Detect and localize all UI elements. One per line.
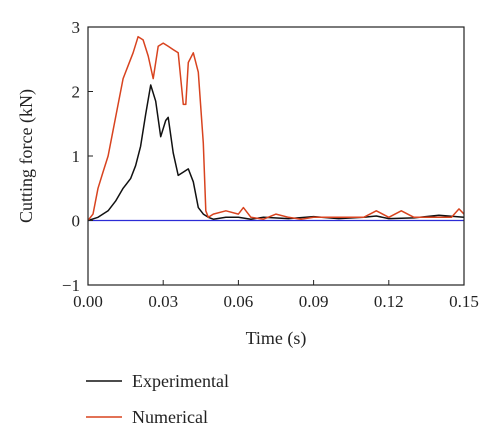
x-tick-label: 0.15 [449,292,479,311]
legend-label-experimental: Experimental [132,371,229,391]
x-tick-label: 0.12 [374,292,404,311]
y-tick-label: −1 [62,276,80,295]
y-tick-label: 1 [72,147,81,166]
plot-frame [87,26,465,286]
x-tick-label: 0.06 [224,292,254,311]
legend-label-numerical: Numerical [132,407,208,427]
series-line-numerical [88,35,464,221]
x-axis-label: Time (s) [246,328,307,349]
y-tick-label: 0 [72,212,81,231]
x-tick-label: 0.00 [73,292,103,311]
series-line-experimental [88,84,464,222]
x-tick-label: 0.03 [148,292,178,311]
x-tick-label: 0.09 [299,292,329,311]
y-tick-label: 3 [72,18,81,37]
legend: Experimental Numerical [86,371,229,427]
y-tick-label: 2 [72,83,81,102]
y-axis-label: Cutting force (kN) [16,89,37,223]
